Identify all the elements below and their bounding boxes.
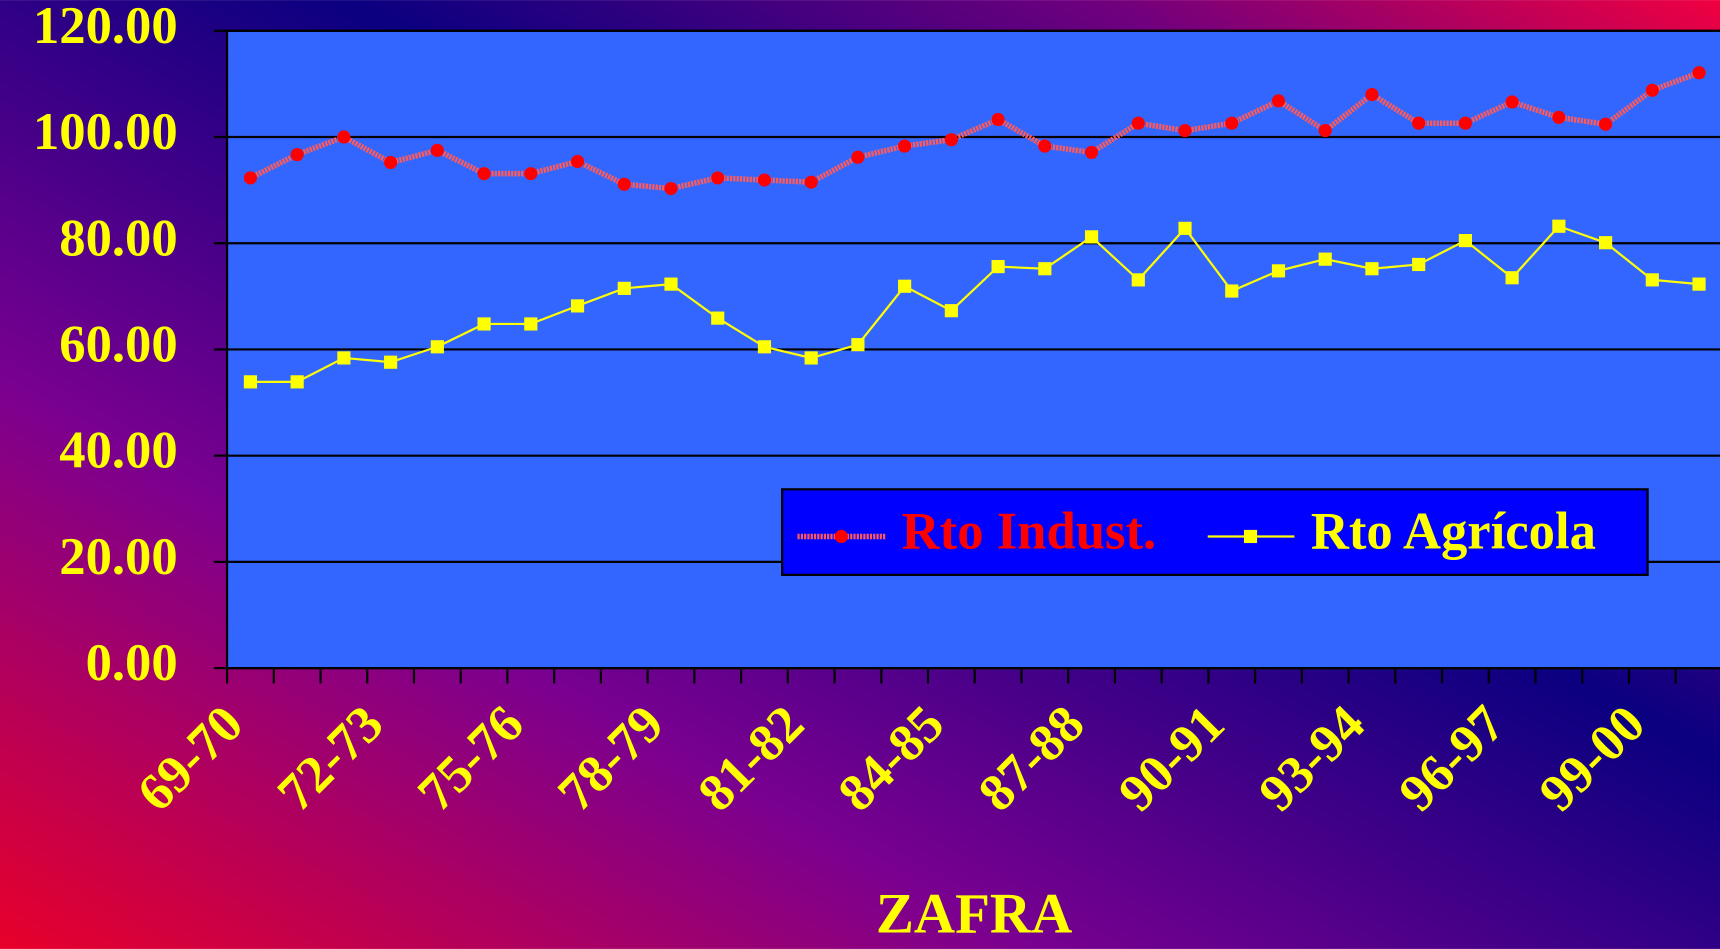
legend-marker (1243, 529, 1258, 544)
marker (851, 338, 865, 352)
marker (1084, 145, 1099, 159)
marker (290, 147, 304, 162)
marker (1178, 221, 1192, 235)
marker (851, 150, 865, 164)
marker (524, 167, 538, 181)
marker (1645, 83, 1659, 97)
marker (1412, 257, 1426, 272)
y-tick-label: 40.00 (59, 422, 177, 480)
marker (1412, 116, 1426, 130)
marker (1552, 219, 1566, 233)
marker (1692, 277, 1706, 291)
marker (1038, 262, 1052, 276)
marker (243, 375, 258, 389)
marker (430, 143, 444, 157)
marker (1225, 116, 1239, 130)
marker (944, 133, 958, 147)
y-tick-label: 120.00 (33, 0, 178, 55)
marker (944, 304, 958, 318)
marker (1365, 262, 1379, 276)
marker (1458, 116, 1472, 130)
marker (1552, 110, 1566, 124)
marker (1225, 284, 1239, 298)
series-line (249, 70, 1701, 192)
marker (757, 340, 772, 354)
marker (477, 317, 491, 331)
marker (664, 181, 678, 196)
marker (898, 279, 912, 293)
marker (290, 375, 304, 389)
marker (570, 299, 585, 313)
y-tick-label: 20.00 (59, 528, 177, 586)
marker (337, 351, 351, 365)
marker (1178, 124, 1192, 138)
marker (991, 112, 1005, 127)
marker (1692, 66, 1706, 80)
marker (1038, 139, 1052, 153)
marker (1505, 95, 1519, 109)
y-tick-label: 80.00 (59, 209, 177, 267)
series-group (243, 66, 1706, 389)
marker (1458, 233, 1472, 248)
marker (570, 154, 585, 169)
marker (430, 340, 444, 354)
marker (991, 260, 1005, 274)
marker (1131, 273, 1145, 287)
marker (664, 277, 678, 291)
marker (1599, 117, 1613, 131)
marker (384, 355, 398, 369)
marker (804, 175, 818, 189)
marker (1271, 264, 1286, 278)
marker (1318, 124, 1332, 138)
marker (1084, 230, 1099, 244)
marker (711, 311, 725, 325)
marker (1645, 273, 1659, 287)
marker (243, 171, 258, 185)
marker (1271, 94, 1286, 108)
y-tick-label: 100.00 (33, 103, 178, 161)
legend-label: Rto Indust. (902, 503, 1157, 561)
marker (1365, 87, 1379, 102)
marker (384, 155, 398, 170)
marker (1131, 116, 1145, 130)
y-tick-label: 0.00 (86, 634, 178, 692)
legend-box (781, 488, 1649, 576)
legend-label: Rto Agrícola (1311, 503, 1596, 561)
marker (1505, 271, 1519, 285)
legend-marker (834, 529, 848, 544)
y-tick-label: 60.00 (59, 316, 177, 374)
marker (1599, 236, 1613, 250)
marker (804, 351, 818, 365)
marker (898, 139, 912, 153)
series-line (250, 224, 1700, 383)
marker (711, 171, 725, 185)
marker (1318, 252, 1332, 266)
x-axis-label: ZAFRA (876, 882, 1072, 945)
marker (524, 317, 538, 331)
marker (617, 177, 631, 191)
marker (757, 173, 772, 187)
marker (617, 281, 631, 295)
marker (477, 167, 491, 181)
marker (337, 130, 351, 144)
